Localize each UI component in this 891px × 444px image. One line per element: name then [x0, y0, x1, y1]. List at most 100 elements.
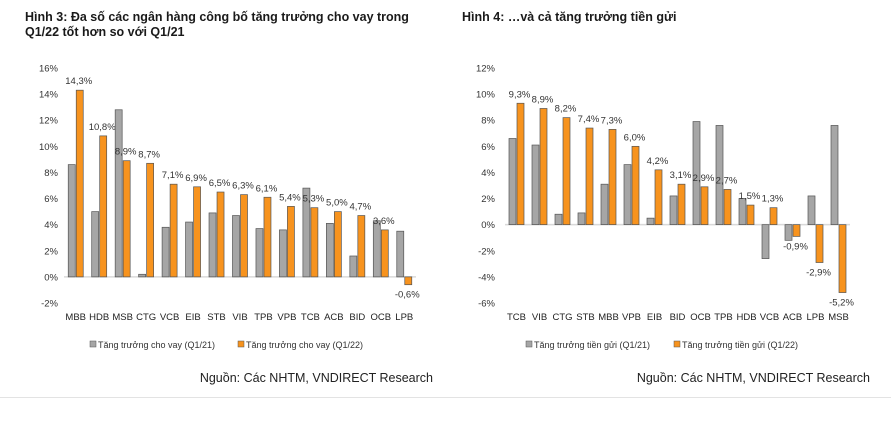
source-note-loan: Nguồn: Các NHTM, VNDIRECT Research — [199, 371, 433, 385]
chart-title-deposit-growth: Hình 4: …và cả tăng trưởng tiền gửi — [462, 10, 677, 24]
y-tick-label: -2% — [478, 246, 495, 257]
x-tick-label-VIB: VIB — [532, 312, 547, 323]
data-label-TCB: 5,3% — [303, 194, 325, 205]
x-tick-label-CTG: CTG — [136, 312, 156, 323]
bar-LPB-q122 — [815, 224, 824, 263]
data-label-MBB: 7,3% — [601, 115, 623, 126]
legend-label-q122: Tăng trưởng tiền gửi (Q1/22) — [682, 340, 798, 350]
x-tick-label-MSB: MSB — [828, 312, 849, 323]
y-tick-label: 8% — [481, 116, 495, 127]
bar-EIB-q121 — [646, 217, 655, 226]
data-label-VIB: 6,3% — [232, 181, 254, 192]
data-label-VPB: 5,4% — [279, 192, 301, 203]
bar-MBB-q121 — [67, 164, 76, 278]
x-tick-label-OCB: OCB — [690, 312, 711, 323]
bar-TCB-q122 — [310, 207, 319, 278]
bar-MBB-q122 — [608, 129, 617, 226]
bar-TCB-q121 — [508, 138, 517, 226]
y-tick-label: 4% — [44, 220, 58, 231]
data-label-TPB: 2,7% — [716, 175, 738, 186]
y-tick-label: 2% — [44, 246, 58, 257]
y-tick-label: 0% — [44, 272, 58, 283]
x-tick-label-STB: STB — [207, 312, 225, 323]
y-tick-label: 16% — [39, 64, 59, 75]
y-tick-label: 6% — [481, 142, 495, 153]
source-note-deposit: Nguồn: Các NHTM, VNDIRECT Research — [636, 371, 870, 385]
x-tick-label-BID: BID — [349, 312, 365, 323]
bar-VCB-q121 — [761, 224, 770, 259]
x-tick-label-HDB: HDB — [89, 312, 109, 323]
y-tick-label: 10% — [39, 142, 59, 153]
bar-BID-q122 — [357, 215, 366, 278]
data-label-STB: 6,5% — [209, 178, 231, 189]
bar-OCB-q121 — [372, 220, 381, 278]
bar-BID-q121 — [669, 195, 678, 226]
bar-TPB-q122 — [263, 196, 272, 278]
loan-growth-chart: 16% 14% 12% 10% 8% 6% 4% 2% 0% -2% 14,3% MBB 10,8% HD… — [39, 64, 420, 351]
bar-VCB-q121 — [161, 226, 170, 278]
legend-label-q121: Tăng trưởng cho vay (Q1/21) — [98, 340, 215, 350]
bar-ACB-q121 — [784, 224, 793, 241]
data-label-VPB: 6,0% — [624, 132, 646, 143]
x-tick-label-VPB: VPB — [277, 312, 296, 323]
x-tick-label-VIB: VIB — [232, 312, 247, 323]
x-tick-label-TPB: TPB — [714, 312, 732, 323]
bar-VIB-q122 — [539, 108, 548, 226]
bar-VPB-q122 — [631, 145, 640, 226]
y-tick-label: 0% — [481, 220, 495, 231]
data-label-VCB: 7,1% — [162, 170, 184, 181]
y-tick-label: -2% — [41, 299, 58, 310]
y-tick-label: 8% — [44, 168, 58, 179]
bar-STB-q122 — [216, 191, 225, 278]
bar-TPB-q121 — [255, 228, 264, 278]
data-label-MSB: -5,2% — [829, 298, 854, 309]
x-tick-label-MBB: MBB — [65, 312, 86, 323]
bar-CTG-q121 — [138, 273, 146, 278]
bar-HDB-q121 — [738, 198, 747, 226]
bar-TPB-q122 — [723, 189, 732, 226]
bar-ACB-q121 — [326, 223, 334, 278]
bar-VIB-q122 — [240, 194, 248, 278]
bar-OCB-q121 — [692, 121, 701, 226]
data-label-CTG: 8,2% — [555, 104, 577, 115]
bar-ACB-q122 — [334, 211, 342, 278]
bar-MSB-q121 — [830, 125, 839, 226]
bar-MBB-q122 — [75, 89, 84, 278]
bar-HDB-q121 — [91, 211, 100, 278]
y-tick-label: 2% — [481, 194, 495, 205]
data-label-BID: 3,1% — [670, 170, 692, 181]
bar-BID-q122 — [677, 183, 686, 226]
data-label-MSB: 8,9% — [115, 147, 137, 158]
bar-VIB-q121 — [232, 215, 240, 278]
y-tick-label: -4% — [478, 272, 495, 283]
bar-VPB-q121 — [623, 164, 632, 226]
y-tick-label: 14% — [39, 90, 59, 101]
data-label-EIB: 6,9% — [185, 173, 207, 184]
legend-label-q121: Tăng trưởng tiền gửi (Q1/21) — [534, 340, 650, 350]
bar-LPB-q121 — [807, 195, 816, 226]
x-tick-label-VCB: VCB — [760, 312, 780, 323]
bar-VPB-q122 — [287, 206, 295, 278]
x-tick-label-MSB: MSB — [112, 312, 133, 323]
divider — [0, 397, 891, 398]
x-tick-label-STB: STB — [576, 312, 594, 323]
x-tick-label-EIB: EIB — [185, 312, 200, 323]
data-label-OCB: 3,6% — [373, 216, 395, 227]
bar-MSB-q122 — [838, 224, 847, 293]
bar-STB-q121 — [208, 212, 217, 278]
y-tick-label: 10% — [476, 90, 496, 101]
data-label-VIB: 8,9% — [532, 94, 554, 105]
legend-swatch-q122 — [237, 340, 245, 348]
x-tick-label-VPB: VPB — [622, 312, 641, 323]
bar-VCB-q122 — [169, 183, 178, 278]
bar-LPB-q122 — [404, 276, 413, 286]
legend-swatch-q121 — [525, 340, 533, 348]
data-label-VCB: 1,3% — [762, 194, 784, 205]
x-tick-label-LPB: LPB — [395, 312, 413, 323]
data-label-STB: 7,4% — [578, 114, 600, 125]
x-tick-label-ACB: ACB — [783, 312, 803, 323]
data-label-LPB: -2,9% — [806, 268, 831, 279]
bar-TCB-q122 — [516, 102, 525, 226]
x-tick-label-LPB: LPB — [807, 312, 825, 323]
x-tick-label-VCB: VCB — [160, 312, 180, 323]
